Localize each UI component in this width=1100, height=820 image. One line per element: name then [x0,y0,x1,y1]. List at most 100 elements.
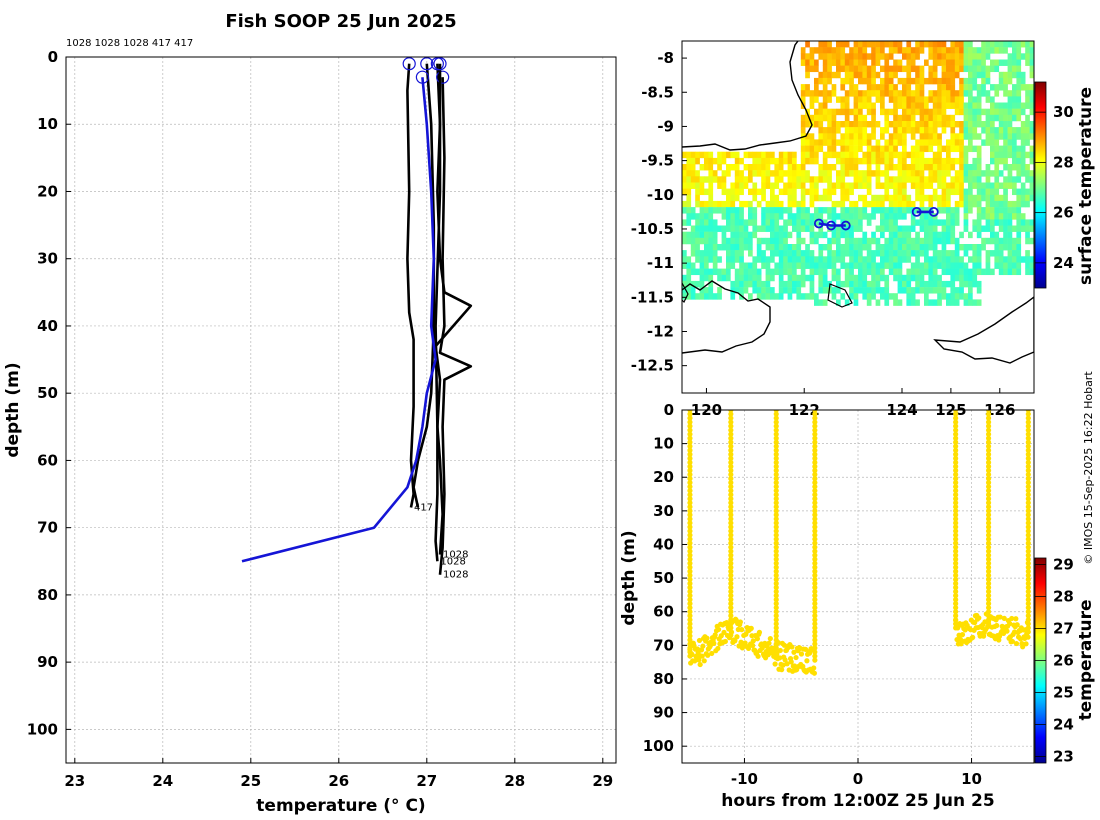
sst-cell [1016,77,1022,85]
sst-cell [880,41,885,48]
sst-cell [976,121,982,128]
section-point [687,447,693,453]
sst-cell [792,164,797,171]
sst-cell [875,200,881,208]
sst-cell [928,65,934,73]
sst-cell [730,200,736,208]
sst-cell [712,231,718,239]
sst-cell [875,59,881,66]
sst-cell [1007,96,1013,103]
sst-cell [946,262,951,269]
profile-x-tick-label: 27 [416,772,437,790]
sst-cell [748,176,753,183]
section-point [1025,500,1031,506]
sst-cell [880,225,885,232]
sst-cell [893,41,898,48]
sst-cell [990,145,995,153]
sst-cell [1016,59,1022,66]
sst-cell [888,65,894,73]
section-point [687,544,693,550]
sst-cell [919,108,925,116]
sst-cell [897,170,903,177]
sst-cell [739,207,744,214]
section-point [773,492,779,498]
sst-cell [682,237,687,245]
sst-cell [884,194,890,202]
sst-cell [893,121,898,128]
section-point [728,528,734,534]
sst-cell [937,299,942,306]
sst-cell [959,274,964,282]
sst-cell [814,65,819,73]
sst-cell [871,121,876,128]
sst-cell [787,151,793,159]
sst-cell [932,250,938,257]
sst-cell [708,213,714,220]
sst-cell [919,207,925,214]
sst-cell [690,293,696,300]
sst-cell [928,139,934,146]
sst-cell [862,65,868,73]
sst-cell [809,182,815,189]
sst-cell [941,145,947,153]
sst-cell [937,182,942,189]
sst-cell [756,237,762,245]
sst-cell [822,262,828,269]
sst-cell [880,268,885,276]
sst-cell [1003,268,1008,276]
sst-cell [924,41,929,48]
sst-cell [800,176,806,183]
sst-cell [906,121,912,128]
sst-cell [814,96,819,103]
sst-cell [752,231,758,239]
sst-cell [734,194,740,202]
profile-y-tick-label: 0 [48,48,58,66]
sst-cell [712,200,718,208]
sst-cell [866,145,872,153]
sst-cell [805,59,810,66]
sst-cell [770,219,775,226]
sst-cell [704,225,709,232]
sst-cell [695,176,700,183]
sst-cell [1025,268,1030,276]
sst-cell [866,219,872,226]
section-colorbar-tick-label: 28 [1053,587,1074,605]
sst-cell [844,213,850,220]
profile-x-ticks: 23 24 25 26 27 28 29 [64,758,613,790]
sst-cell [686,151,692,159]
sst-cell [1012,139,1017,146]
section-point [715,645,721,652]
sst-cell [831,207,837,214]
sst-cell [919,262,925,269]
sst-cell [1020,145,1026,153]
sst-cell [792,194,797,202]
profile-lines [241,57,473,575]
sst-cell [884,41,890,48]
sst-cell [783,170,788,177]
sst-cell [822,194,828,202]
sst-cell [1003,71,1008,79]
section-point [812,439,818,445]
sst-cell [858,280,863,288]
section-point [812,548,818,554]
sst-cell [875,299,881,306]
sst-cell [871,102,876,109]
sst-cell [800,84,806,91]
sst-cell [1012,151,1017,159]
sst-cell [840,151,846,159]
sst-cell [717,200,722,208]
section-point [728,540,734,546]
sst-cell [937,114,942,122]
sst-cell [721,268,727,276]
sst-cell [910,225,916,232]
sst-cell [985,194,991,202]
sst-cell [858,47,863,54]
section-point [750,638,756,644]
sst-cell [827,194,832,202]
sst-cell [906,280,912,288]
section-point [1025,609,1031,615]
section-point [774,651,780,657]
sst-cell [990,47,995,54]
sst-cell [836,268,841,276]
sst-cell [954,71,960,79]
